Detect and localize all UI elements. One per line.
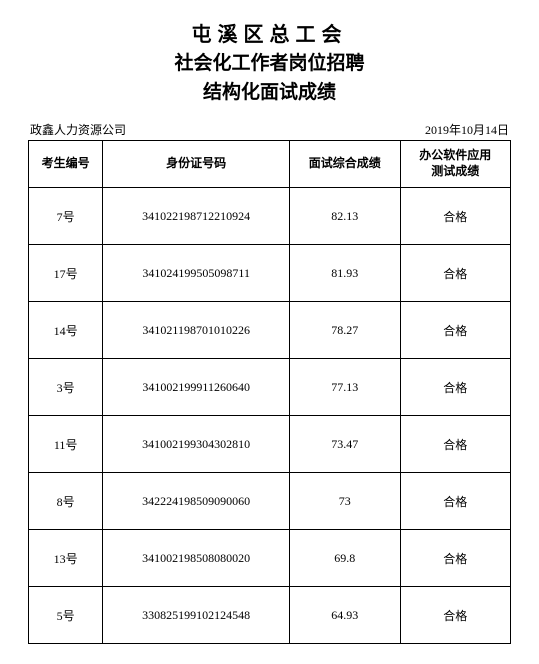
title-line-2: 社会化工作者岗位招聘 bbox=[28, 50, 511, 79]
table-cell: 64.93 bbox=[290, 587, 400, 644]
table-cell: 14号 bbox=[29, 302, 103, 359]
table-cell: 77.13 bbox=[290, 359, 400, 416]
table-cell: 合格 bbox=[400, 188, 510, 245]
table-body: 7号34102219871221092482.13合格17号3410241995… bbox=[29, 188, 511, 644]
table-row: 3号34100219991126064077.13合格 bbox=[29, 359, 511, 416]
table-row: 7号34102219871221092482.13合格 bbox=[29, 188, 511, 245]
table-cell: 341002199911260640 bbox=[103, 359, 290, 416]
table-cell: 342224198509090060 bbox=[103, 473, 290, 530]
table-cell: 341002199304302810 bbox=[103, 416, 290, 473]
table-cell: 73.47 bbox=[290, 416, 400, 473]
table-cell: 17号 bbox=[29, 245, 103, 302]
table-row: 8号34222419850909006073合格 bbox=[29, 473, 511, 530]
table-cell: 81.93 bbox=[290, 245, 400, 302]
table-cell: 合格 bbox=[400, 587, 510, 644]
company-name: 政鑫人力资源公司 bbox=[30, 121, 126, 138]
table-cell: 合格 bbox=[400, 473, 510, 530]
table-cell: 341024199505098711 bbox=[103, 245, 290, 302]
table-cell: 73 bbox=[290, 473, 400, 530]
table-cell: 8号 bbox=[29, 473, 103, 530]
title-block: 屯溪区总工会 社会化工作者岗位招聘 结构化面试成绩 bbox=[28, 20, 511, 107]
results-table: 考生编号 身份证号码 面试综合成绩 办公软件应用 测试成绩 7号34102219… bbox=[28, 140, 511, 644]
table-row: 14号34102119870101022678.27合格 bbox=[29, 302, 511, 359]
table-cell: 11号 bbox=[29, 416, 103, 473]
table-cell: 合格 bbox=[400, 530, 510, 587]
col-candidate-no: 考生编号 bbox=[29, 141, 103, 188]
table-row: 11号34100219930430281073.47合格 bbox=[29, 416, 511, 473]
table-cell: 5号 bbox=[29, 587, 103, 644]
table-cell: 341022198712210924 bbox=[103, 188, 290, 245]
table-cell: 合格 bbox=[400, 302, 510, 359]
table-cell: 341002198508080020 bbox=[103, 530, 290, 587]
col-id-number: 身份证号码 bbox=[103, 141, 290, 188]
col-software-test-l1: 办公软件应用 bbox=[419, 148, 491, 162]
table-cell: 13号 bbox=[29, 530, 103, 587]
table-row: 17号34102419950509871181.93合格 bbox=[29, 245, 511, 302]
title-line-1: 屯溪区总工会 bbox=[28, 20, 511, 50]
table-cell: 69.8 bbox=[290, 530, 400, 587]
document-date: 2019年10月14日 bbox=[425, 121, 509, 138]
table-header-row: 考生编号 身份证号码 面试综合成绩 办公软件应用 测试成绩 bbox=[29, 141, 511, 188]
col-interview-score: 面试综合成绩 bbox=[290, 141, 400, 188]
title-line-3: 结构化面试成绩 bbox=[28, 79, 511, 108]
table-cell: 7号 bbox=[29, 188, 103, 245]
meta-row: 政鑫人力资源公司 2019年10月14日 bbox=[28, 121, 511, 138]
table-cell: 82.13 bbox=[290, 188, 400, 245]
table-row: 13号34100219850808002069.8合格 bbox=[29, 530, 511, 587]
table-cell: 341021198701010226 bbox=[103, 302, 290, 359]
table-cell: 78.27 bbox=[290, 302, 400, 359]
table-row: 5号33082519910212454864.93合格 bbox=[29, 587, 511, 644]
table-cell: 3号 bbox=[29, 359, 103, 416]
table-cell: 合格 bbox=[400, 416, 510, 473]
col-software-test-l2: 测试成绩 bbox=[431, 164, 479, 178]
col-software-test: 办公软件应用 测试成绩 bbox=[400, 141, 510, 188]
table-cell: 合格 bbox=[400, 359, 510, 416]
table-cell: 330825199102124548 bbox=[103, 587, 290, 644]
table-cell: 合格 bbox=[400, 245, 510, 302]
